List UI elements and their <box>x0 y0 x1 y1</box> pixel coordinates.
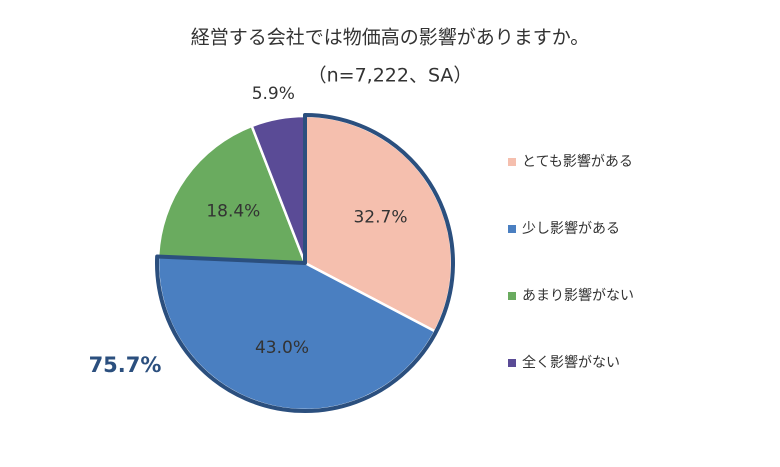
legend-label: 全く影響がない <box>522 354 620 371</box>
legend-swatch <box>508 292 516 300</box>
data-label: 43.0% <box>255 338 309 358</box>
legend-swatch <box>508 359 516 367</box>
legend-swatch <box>508 158 516 166</box>
legend-swatch <box>508 225 516 233</box>
highlight-outline <box>155 113 455 413</box>
data-label: 32.7% <box>353 207 407 227</box>
pie-slice <box>156 124 307 265</box>
legend-label: あまり影響がない <box>522 287 634 304</box>
data-label: 18.4% <box>206 202 260 222</box>
legend-label: 少し影響がある <box>522 220 620 237</box>
chart-title: 経営する会社では物価高の影響がありますか。 <box>191 27 590 49</box>
legend-label: とても影響がある <box>522 153 633 170</box>
chart-subtitle: （n=7,222、SA） <box>308 65 473 87</box>
annotation: 75.7% <box>89 353 162 377</box>
data-label: 5.9% <box>252 84 295 104</box>
